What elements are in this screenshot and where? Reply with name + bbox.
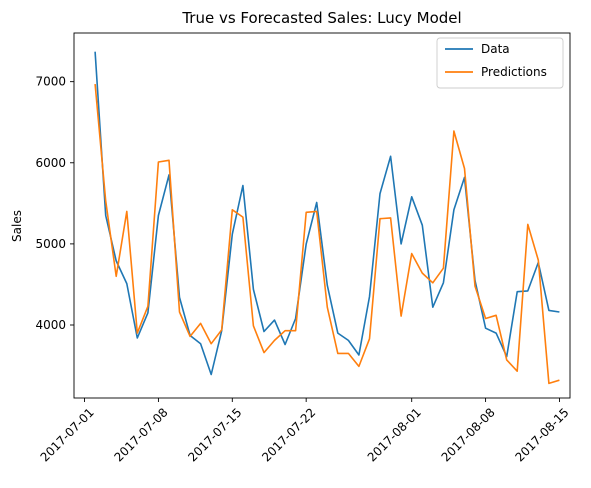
y-tick-label: 5000 [35, 237, 66, 251]
series-line-data [94, 51, 560, 376]
series-layer [94, 51, 560, 385]
x-tick-label: 2017-08-01 [365, 405, 424, 464]
y-tick-label: 6000 [35, 156, 66, 170]
y-axis-ticks: 4000 5000 6000 7000 [35, 75, 74, 332]
legend-label-predictions: Predictions [481, 65, 547, 79]
y-tick-label: 4000 [35, 318, 66, 332]
plot-frame [73, 32, 571, 399]
x-tick-label: 2017-07-15 [185, 405, 244, 464]
series-line-predictions [94, 84, 560, 385]
y-axis-label: Sales [10, 210, 24, 242]
x-axis-ticks: 2017-07-01 2017-07-08 2017-07-15 2017-07-22… [38, 398, 572, 465]
legend-box [436, 37, 564, 89]
x-tick-label: 2017-08-15 [512, 405, 571, 464]
x-tick-label: 2017-07-22 [259, 405, 318, 464]
legend-label-data: Data [481, 42, 510, 56]
x-tick-label: 2017-07-01 [38, 405, 97, 464]
x-tick-label: 2017-08-08 [439, 405, 498, 464]
chart-title: True vs Forecasted Sales: Lucy Model [181, 9, 461, 27]
x-tick-label: 2017-07-08 [111, 405, 170, 464]
legend: Data Predictions [436, 37, 564, 89]
y-tick-label: 7000 [35, 75, 66, 89]
